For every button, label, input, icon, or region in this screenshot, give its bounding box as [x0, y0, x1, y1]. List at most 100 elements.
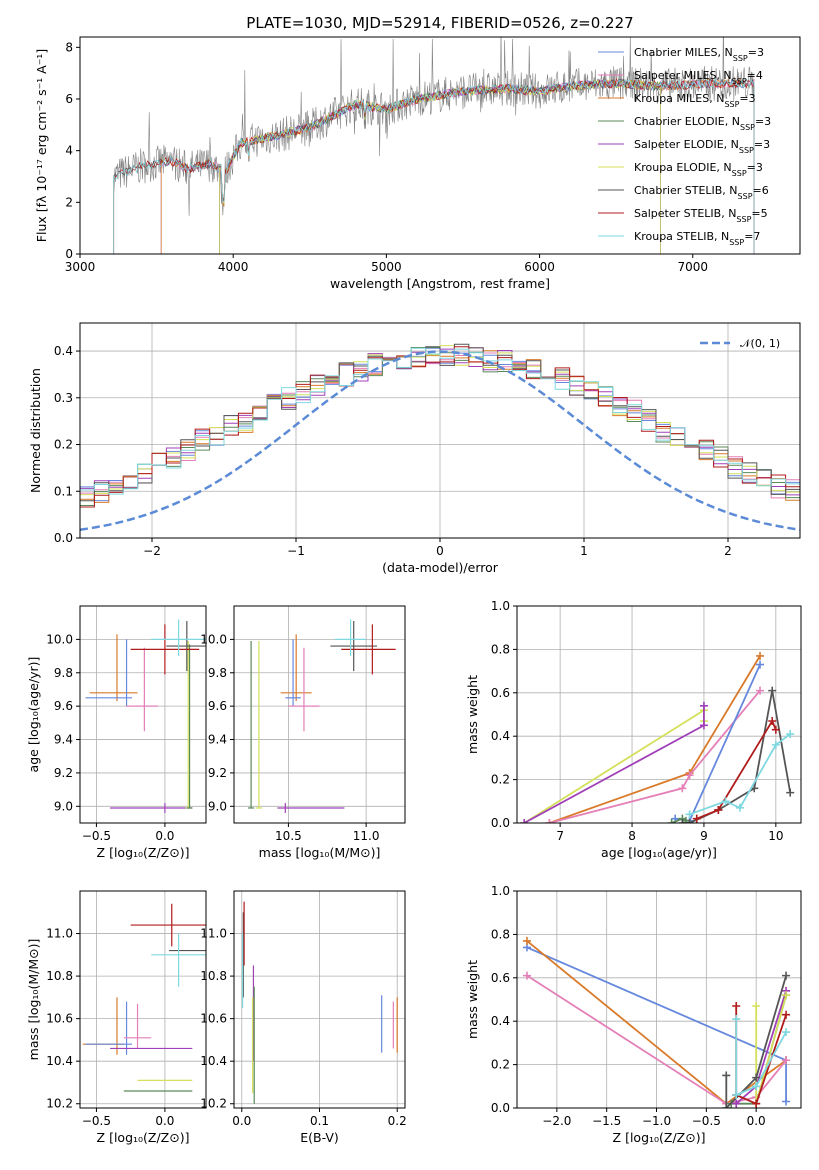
legend-label: Salpeter MILES, NSSP=4 [634, 69, 763, 86]
y-tick-label: 10.6 [200, 1012, 227, 1026]
y-tick-label: 10.8 [46, 969, 73, 983]
x-axis-label: age [log₁₀(age/yr)] [601, 845, 717, 860]
weight-marker [522, 971, 531, 980]
errorbar-point [255, 641, 262, 809]
weight-marker [714, 805, 723, 814]
y-tick-label: 9.8 [208, 666, 227, 680]
x-tick-label: 2 [724, 544, 732, 558]
x-tick-label: −0.5 [692, 1114, 721, 1128]
weight-marker [782, 1028, 791, 1037]
errorbar-point [123, 1003, 152, 1049]
errorbar-point [85, 1001, 133, 1055]
weight-marker [732, 1002, 741, 1011]
y-tick-label: 11.0 [200, 927, 227, 941]
y-tick-label: 0.2 [491, 773, 510, 787]
x-tick-label: −1 [287, 544, 305, 558]
x-axis-label: Z [log₁₀(Z/Z⊙)] [97, 845, 190, 860]
errorbar-point [166, 621, 206, 672]
y-tick-label: 11.0 [46, 927, 73, 941]
legend-label: Kroupa STELIB, NSSP=7 [634, 230, 760, 247]
weight-marker [771, 725, 780, 734]
y-tick-label: 0.4 [491, 729, 510, 743]
weight-marker [756, 660, 765, 669]
weight-series [696, 719, 777, 820]
x-tick-label: 0.0 [155, 829, 174, 843]
y-tick-label: 0.3 [54, 391, 73, 405]
weight-series [682, 690, 792, 823]
weight-marker [520, 819, 529, 823]
y-tick-label: 0.0 [491, 816, 510, 830]
errorbar-point [335, 619, 367, 657]
axes-frame [79, 36, 801, 255]
panel-age-vs-Z: −0.5 0.0 9.0 9.2 9.4 9.6 9.8 10.0 Z [log₁₀(Z/Z⊙)… [26, 605, 207, 860]
weight-marker [732, 1015, 741, 1024]
x-tick-label: −1.0 [642, 1114, 671, 1128]
weight-marker [782, 1097, 791, 1106]
x-axis-label: wavelength [Angstrom, rest frame] [330, 276, 550, 291]
y-tick-label: 0.4 [54, 344, 73, 358]
x-axis-label: Z [log₁₀(Z/Z⊙)] [97, 1130, 190, 1145]
weight-series [549, 655, 761, 823]
y-tick-label: 9.6 [208, 699, 227, 713]
weight-marker [667, 819, 676, 823]
weight-series [549, 690, 761, 823]
y-tick-label: 10.0 [200, 632, 227, 646]
plot-area [241, 901, 398, 1104]
histogram-series [80, 348, 800, 499]
y-tick-label: 2 [65, 195, 73, 209]
y-tick-label: 0.4 [491, 1014, 510, 1028]
y-axis-label: mass weight [465, 960, 480, 1039]
y-tick-label: 6 [65, 92, 73, 106]
weight-marker [678, 819, 687, 823]
y-tick-label: 9.2 [208, 766, 227, 780]
errorbar-point [151, 933, 206, 987]
errorbar-point [341, 624, 396, 675]
x-tick-label: 0.0 [747, 1114, 766, 1128]
x-tick-label: 0.0 [155, 1114, 174, 1128]
errorbar-point [130, 903, 206, 947]
weight-marker [786, 730, 795, 739]
model-spectrum [113, 77, 755, 254]
y-axis-label: Flux [fλ 10⁻¹⁷ erg cm⁻² s⁻¹ A⁻¹] [34, 49, 49, 242]
y-tick-label: 0.2 [491, 1058, 510, 1072]
legend-label: Kroupa ELODIE, NSSP=3 [634, 161, 763, 178]
legend-label: Chabrier MILES, NSSP=3 [634, 46, 764, 63]
x-tick-label: 10.5 [275, 829, 302, 843]
y-tick-label: 10.2 [46, 1097, 73, 1111]
errorbar-point [130, 624, 200, 675]
x-tick-label: 0.0 [232, 1114, 251, 1128]
errorbar-point [277, 802, 345, 813]
legend-label: 𝒩(0, 1) [740, 337, 780, 350]
weight-marker [752, 1082, 761, 1091]
weight-marker [545, 819, 554, 823]
x-tick-label: 9 [700, 829, 708, 843]
y-axis-label: mass [log₁₀(M/M⊙)] [26, 939, 41, 1061]
y-tick-label: 1.0 [491, 884, 510, 898]
panel-age-vs-mass: 10.5 11.0 9.0 9.2 9.4 9.6 9.8 10.0 mass [log₁₀(M… [200, 605, 406, 860]
errorbar-point [151, 619, 206, 657]
y-tick-label: 8 [65, 40, 73, 54]
x-tick-label: 5000 [371, 260, 402, 274]
y-tick-label: 0.8 [491, 642, 510, 656]
y-tick-label: 9.6 [54, 699, 73, 713]
weight-marker [692, 814, 701, 823]
errorbar-point [110, 802, 193, 813]
legend-label: Chabrier ELODIE, NSSP=3 [634, 115, 771, 132]
weight-marker [681, 816, 690, 823]
y-tick-label: 9.2 [54, 766, 73, 780]
y-axis-label: Normed distribution [28, 368, 43, 493]
weight-marker [768, 686, 777, 695]
y-tick-label: 9.4 [208, 733, 227, 747]
x-axis-label: (data-model)/error [382, 560, 499, 575]
histogram-series [80, 347, 800, 508]
chart-title: PLATE=1030, MJD=52914, FIBERID=0526, z=0… [246, 14, 633, 32]
x-tick-label: 0.1 [310, 1114, 329, 1128]
errorbar-point [89, 634, 138, 702]
axes-frame [516, 890, 802, 1109]
y-tick-label: 9.8 [54, 666, 73, 680]
weight-marker [782, 1010, 791, 1019]
y-tick-label: 9.0 [54, 799, 73, 813]
errorbar-point [82, 997, 124, 1055]
errorbar-point [85, 639, 133, 707]
